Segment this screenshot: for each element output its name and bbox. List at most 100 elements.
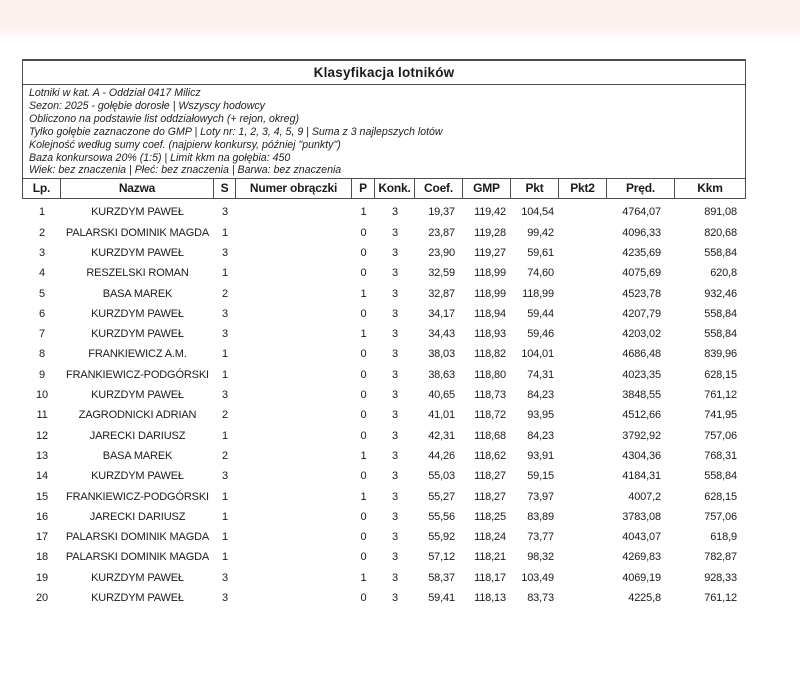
cell-coef: 55,92	[428, 531, 455, 544]
table-row: 11 ZAGRODNICKI ADRIAN 2 0 3 41,01 118,72 93,95 4…	[23, 405, 745, 425]
cell-konk: 3	[392, 368, 398, 381]
cell-konk: 3	[392, 531, 398, 544]
cell-lp: 8	[39, 348, 45, 361]
cell-pkt: 118,99	[522, 287, 554, 300]
cell-gmp: 118,27	[474, 490, 506, 503]
cell-konk: 3	[392, 551, 398, 564]
cell-pred: 4207,79	[622, 307, 661, 320]
cell-pkt: 103,49	[521, 571, 554, 584]
cell-pkt2	[559, 466, 607, 486]
info-line: Sezon: 2025 - gołębie dorosłe | Wszyscy …	[29, 99, 265, 112]
cell-nazwa: PALARSKI DOMINIK MAGDA	[65, 551, 210, 564]
column-header: Pkt2	[559, 179, 607, 199]
cell-pkt: 73,77	[527, 531, 554, 544]
cell-nazwa: BASA MAREK	[102, 449, 173, 462]
info-line: Kolejność według sumy coef. (najpierw ko…	[29, 138, 341, 151]
cell-konk: 3	[392, 490, 398, 503]
cell-konk: 3	[392, 389, 398, 402]
cell-coef: 58,37	[428, 571, 455, 584]
cell-konk: 3	[392, 328, 398, 341]
cell-lp: 10	[36, 389, 48, 402]
cell-nazwa: KURZDYM PAWEŁ	[91, 591, 184, 604]
cell-konk: 3	[392, 449, 398, 462]
cell-p: 0	[360, 510, 367, 523]
cell-kkm: 782,87	[704, 551, 737, 564]
cell-numer-obraczki	[236, 385, 352, 405]
cell-nazwa: FRANKIEWICZ-PODGÓRSKI	[66, 490, 209, 503]
cell-pred: 4686,48	[622, 348, 661, 361]
cell-konk: 3	[392, 429, 398, 442]
cell-p: 0	[360, 591, 367, 604]
column-header: Lp.	[23, 179, 61, 199]
cell-coef: 23,87	[428, 226, 455, 239]
cell-coef: 32,87	[428, 287, 455, 300]
cell-pkt: 99,42	[527, 226, 554, 239]
cell-s: 2	[222, 287, 228, 300]
cell-pkt2	[559, 324, 607, 344]
cell-pred: 4512,66	[622, 409, 661, 422]
cell-konk: 3	[392, 287, 398, 300]
table-row: 14 KURZDYM PAWEŁ 3 0 3 55,03 118,27 59,15 4184,3…	[23, 466, 745, 486]
cell-lp: 13	[36, 449, 48, 462]
cell-p: 1	[360, 206, 367, 219]
cell-pkt: 59,15	[527, 470, 554, 483]
cell-pred: 4523,78	[622, 287, 661, 300]
cell-s: 1	[222, 348, 228, 361]
cell-pred: 4043,07	[622, 531, 661, 544]
cell-gmp: 118,25	[474, 510, 506, 523]
cell-nazwa: RESZELSKI ROMAN	[86, 267, 189, 280]
cell-p: 0	[360, 246, 367, 259]
cell-pred: 4184,31	[622, 470, 661, 483]
cell-pred: 4023,35	[622, 368, 661, 381]
cell-coef: 38,03	[428, 348, 455, 361]
cell-pkt: 98,32	[527, 551, 554, 564]
table-row: 3 KURZDYM PAWEŁ 3 0 3 23,90 119,27 59,61 4235,69…	[23, 243, 745, 263]
column-header: Nazwa	[61, 179, 214, 199]
cell-p: 0	[360, 429, 367, 442]
cell-numer-obraczki	[236, 588, 352, 608]
report-header-box: Klasyfikacja lotników Lotniki w kat. A -…	[22, 59, 746, 200]
cell-lp: 5	[39, 287, 45, 300]
column-header: Pręd.	[607, 179, 675, 199]
table-row: 8 FRANKIEWICZ A.M. 1 0 3 38,03 118,82 104,01 468…	[23, 344, 745, 364]
cell-gmp: 119,42	[474, 206, 506, 219]
cell-pkt: 84,23	[527, 389, 554, 402]
cell-konk: 3	[392, 470, 398, 483]
results-table-body: 1 KURZDYM PAWEŁ 3 1 3 19,37 119,42 104,54 4764,0…	[22, 199, 746, 608]
table-row: 13 BASA MAREK 2 1 3 44,26 118,62 93,91 4304,36 76…	[23, 446, 745, 466]
table-row: 19 KURZDYM PAWEŁ 3 1 3 58,37 118,17 103,49 4069,…	[23, 568, 745, 588]
cell-s: 1	[222, 267, 228, 280]
cell-s: 3	[222, 591, 228, 604]
cell-gmp: 118,13	[474, 591, 506, 604]
cell-lp: 14	[36, 470, 48, 483]
cell-gmp: 119,28	[474, 226, 506, 239]
cell-pkt: 83,89	[527, 510, 554, 523]
cell-kkm: 558,84	[704, 307, 737, 320]
cell-nazwa: KURZDYM PAWEŁ	[91, 571, 184, 584]
cell-pred: 4304,36	[622, 449, 661, 462]
cell-pkt2	[559, 223, 607, 243]
cell-numer-obraczki	[236, 405, 352, 425]
column-header: P	[352, 179, 375, 199]
cell-kkm: 891,08	[704, 206, 737, 219]
cell-p: 1	[360, 287, 367, 300]
cell-nazwa: KURZDYM PAWEŁ	[91, 328, 184, 341]
cell-nazwa: FRANKIEWICZ-PODGÓRSKI	[66, 368, 209, 381]
cell-pkt2	[559, 243, 607, 263]
cell-numer-obraczki	[236, 547, 352, 567]
cell-kkm: 558,84	[704, 470, 737, 483]
cell-kkm: 928,33	[704, 571, 737, 584]
cell-s: 3	[222, 389, 228, 402]
info-line: Tylko gołębie zaznaczone do GMP | Loty n…	[29, 125, 443, 138]
cell-gmp: 118,93	[474, 328, 506, 341]
cell-konk: 3	[392, 267, 398, 280]
cell-p: 1	[360, 571, 367, 584]
cell-konk: 3	[392, 307, 398, 320]
table-row: 2 PALARSKI DOMINIK MAGDA 1 0 3 23,87 119,28 99,…	[23, 223, 745, 243]
page-top-band	[0, 0, 800, 42]
cell-pkt2	[559, 365, 607, 385]
cell-p: 1	[360, 490, 367, 503]
cell-pkt2	[559, 507, 607, 527]
cell-kkm: 820,68	[704, 226, 737, 239]
cell-coef: 42,31	[428, 429, 455, 442]
